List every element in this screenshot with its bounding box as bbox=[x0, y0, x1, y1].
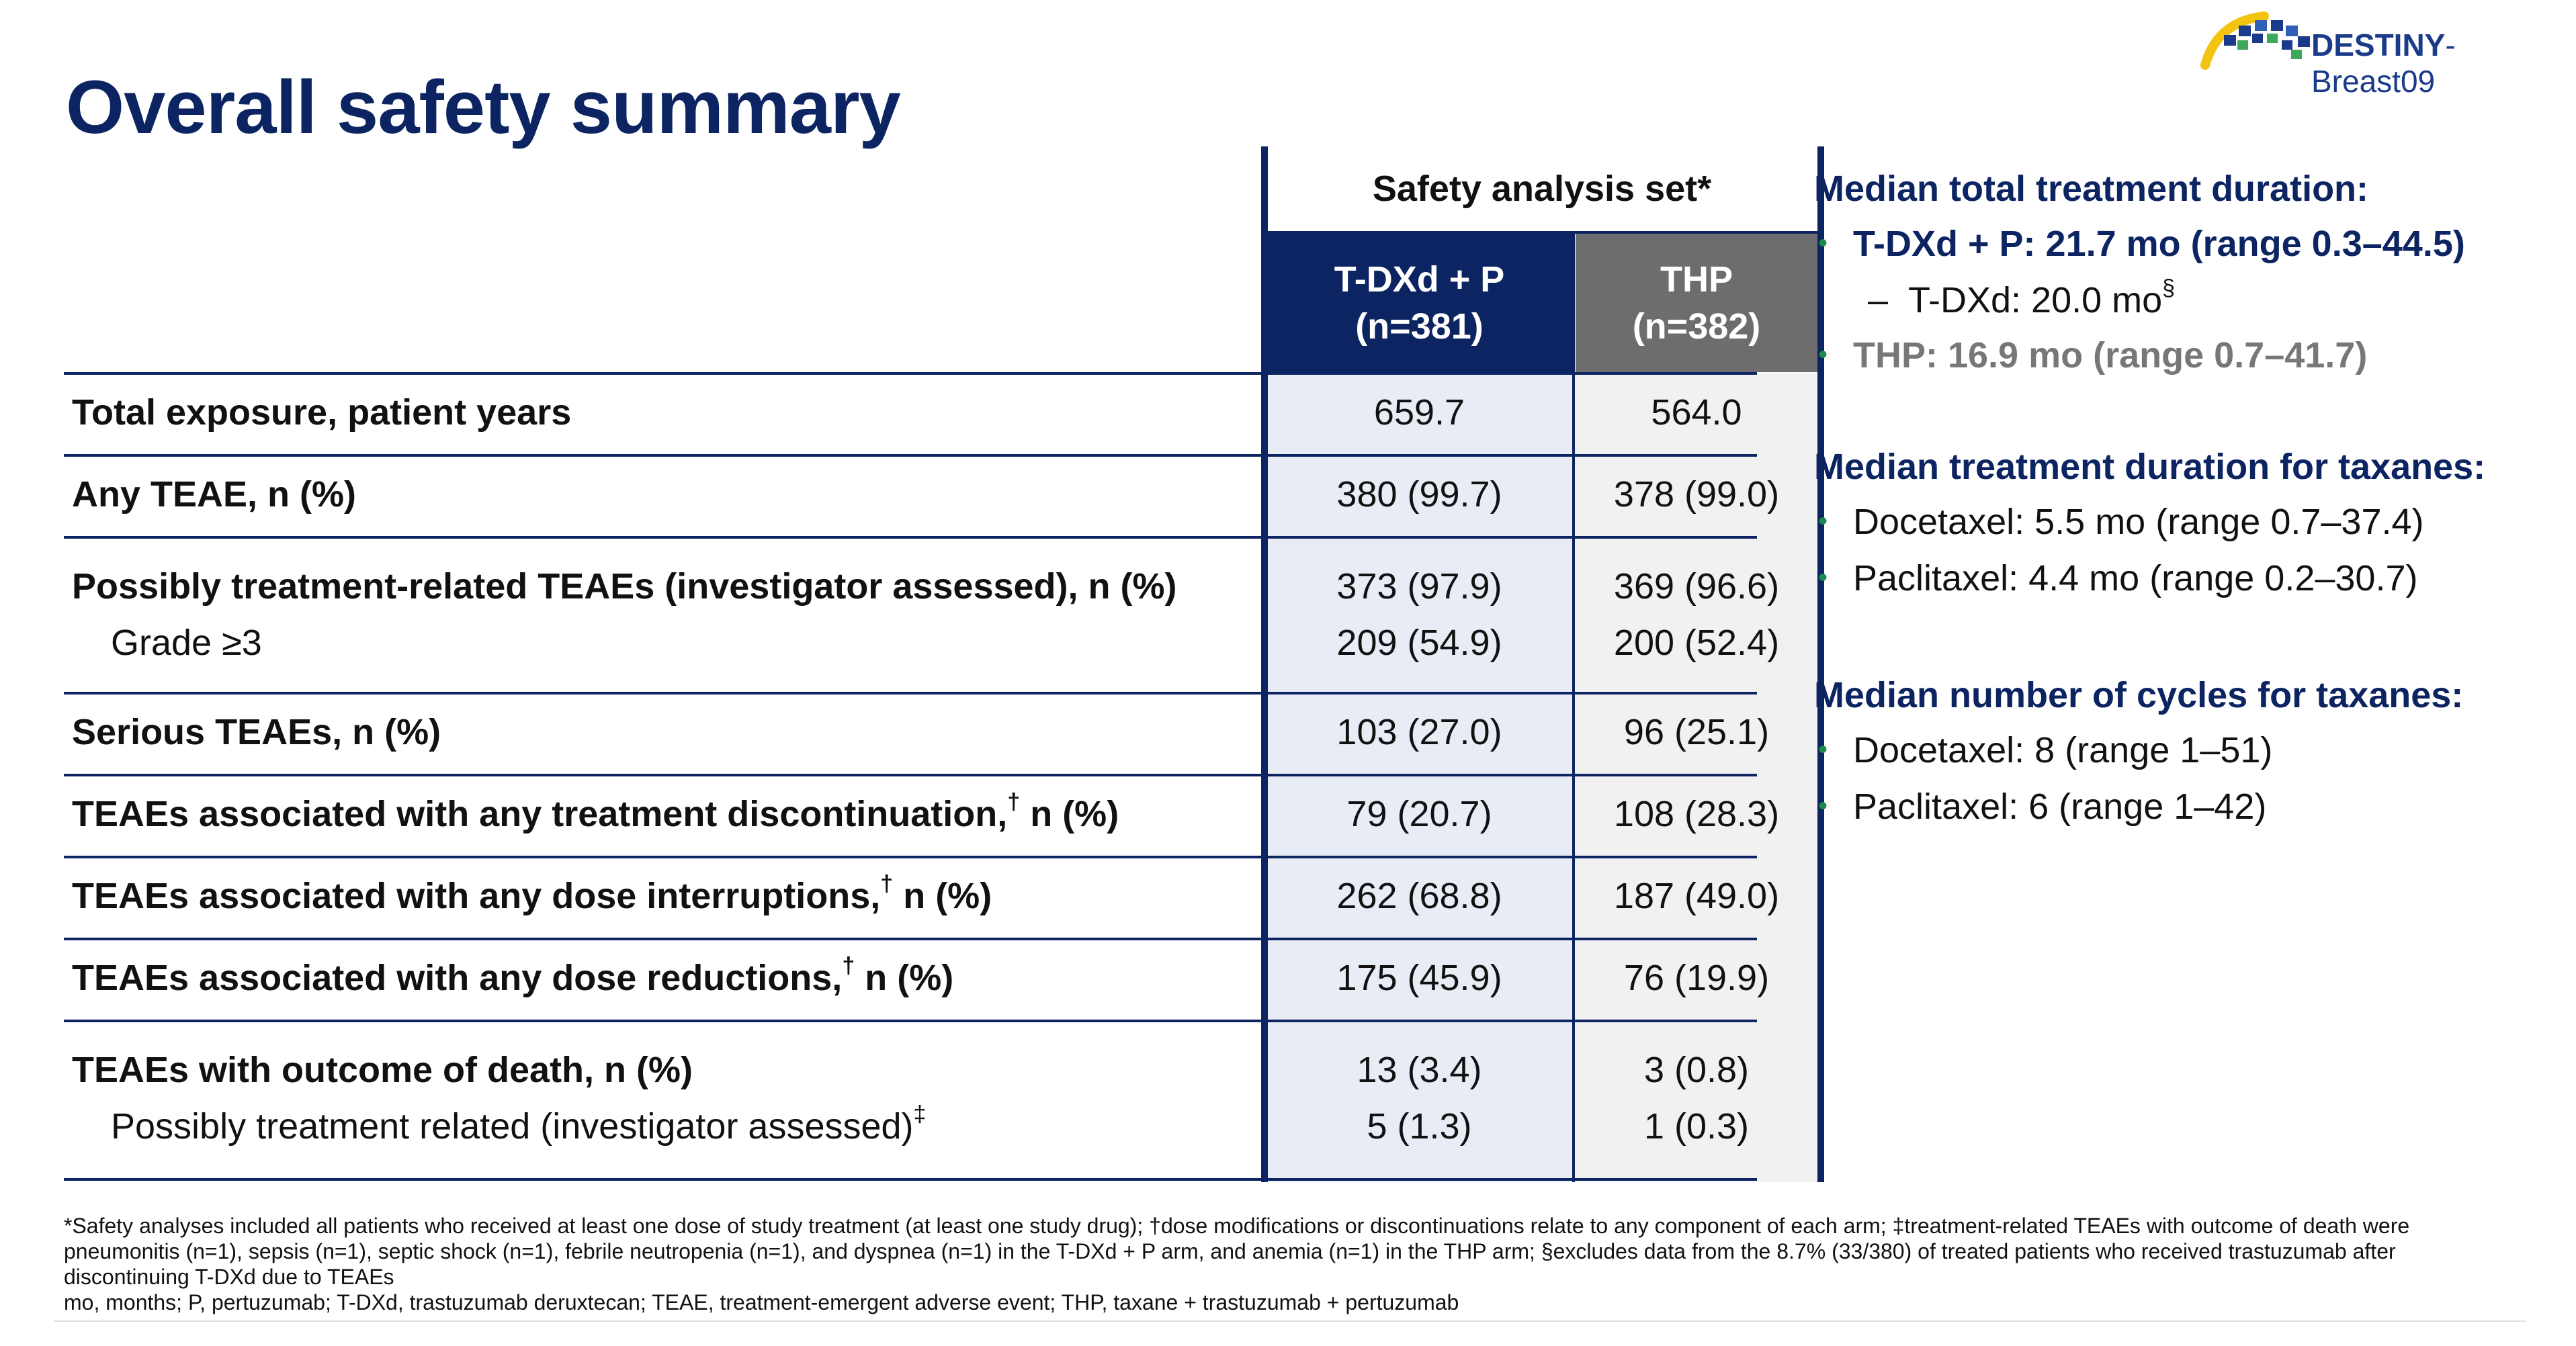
cell-arm1: 209 (54.9) bbox=[1336, 623, 1502, 663]
cell-arm1: 380 (99.7) bbox=[1336, 474, 1502, 514]
row-label: TEAEs associated with any treatment disc… bbox=[72, 789, 1119, 834]
footnote-abbreviations: mo, months; P, pertuzumab; T-DXd, trastu… bbox=[64, 1290, 1459, 1314]
panel-bullet: Docetaxel: 5.5 mo (range 0.7–37.4) bbox=[1853, 502, 2424, 542]
cell-arm1: 175 (45.9) bbox=[1336, 958, 1502, 998]
cell-arm2: 108 (28.3) bbox=[1613, 794, 1780, 834]
cell-arm1: 5 (1.3) bbox=[1367, 1106, 1472, 1147]
logo-wordmark: DESTINY-Breast09 bbox=[2311, 28, 2456, 99]
cell-arm1: 373 (97.9) bbox=[1336, 566, 1502, 607]
row-rule bbox=[64, 856, 1757, 858]
row-label: Serious TEAEs, n (%) bbox=[72, 712, 441, 752]
row-rule bbox=[64, 692, 1757, 694]
cell-arm1: 79 (20.7) bbox=[1346, 794, 1492, 834]
bullet-icon: • bbox=[1818, 563, 1828, 592]
row-label: TEAEs with outcome of death, n (%) bbox=[72, 1050, 693, 1090]
row-label: Total exposure, patient years bbox=[72, 392, 572, 433]
row-label: TEAEs associated with any dose reduction… bbox=[72, 953, 954, 998]
panel-bullet: THP: 16.9 mo (range 0.7–41.7) bbox=[1853, 335, 2368, 375]
table-divider-mid bbox=[1572, 234, 1575, 1182]
arm2-column-bg bbox=[1574, 373, 1819, 1182]
cell-arm2: 200 (52.4) bbox=[1613, 623, 1780, 663]
table-divider-left bbox=[1261, 146, 1268, 1182]
row-rule bbox=[64, 454, 1757, 457]
bullet-icon: • bbox=[1818, 506, 1828, 536]
row-rule bbox=[64, 938, 1757, 940]
footnote-text: *Safety analyses included all patients w… bbox=[64, 1214, 2410, 1289]
row-label: TEAEs associated with any dose interrupt… bbox=[72, 871, 992, 916]
cell-arm2: 378 (99.0) bbox=[1613, 474, 1780, 514]
cell-arm2: 96 (25.1) bbox=[1623, 712, 1770, 752]
cell-arm1: 262 (68.8) bbox=[1336, 876, 1502, 916]
row-label: Any TEAE, n (%) bbox=[72, 474, 357, 514]
panel-bullet: Paclitaxel: 6 (range 1–42) bbox=[1853, 787, 2267, 827]
arm2-header: THP (n=382) bbox=[1576, 234, 1817, 372]
cell-arm2: 564.0 bbox=[1651, 392, 1742, 433]
panel-heading: Median number of cycles for taxanes: bbox=[1814, 675, 2464, 715]
header-rule bbox=[1266, 231, 1817, 234]
cell-arm1: 13 (3.4) bbox=[1357, 1050, 1482, 1090]
panel-bullet: Paclitaxel: 4.4 mo (range 0.2–30.7) bbox=[1853, 558, 2418, 598]
panel-heading: Median total treatment duration: bbox=[1814, 169, 2369, 209]
table-divider-right bbox=[1817, 146, 1824, 1182]
row-sublabel: Possibly treatment related (investigator… bbox=[111, 1102, 927, 1147]
panel-bullet: Docetaxel: 8 (range 1–51) bbox=[1853, 730, 2273, 770]
cell-arm2: 1 (0.3) bbox=[1643, 1106, 1750, 1147]
bullet-icon: • bbox=[1818, 791, 1828, 821]
panel-subbullet: T-DXd: 20.0 mo§ bbox=[1908, 275, 2176, 320]
cell-arm2: 187 (49.0) bbox=[1613, 876, 1780, 916]
footnote: *Safety analyses included all patients w… bbox=[64, 1213, 2509, 1315]
arm1-header: T-DXd + P (n=381) bbox=[1266, 234, 1572, 372]
cell-arm1: 659.7 bbox=[1373, 392, 1465, 433]
row-rule bbox=[64, 1178, 1757, 1181]
cell-arm2: 76 (19.9) bbox=[1623, 958, 1770, 998]
panel-bullet: T-DXd + P: 21.7 mo (range 0.3–44.5) bbox=[1853, 224, 2465, 264]
page-title: Overall safety summary bbox=[66, 65, 901, 149]
row-rule bbox=[64, 1020, 1757, 1022]
safety-set-label: Safety analysis set* bbox=[1372, 169, 1712, 209]
row-sublabel: Grade ≥3 bbox=[111, 623, 262, 663]
dash-icon: – bbox=[1868, 280, 1889, 320]
safety-table: Safety analysis set* T-DXd + P (n=381) TH… bbox=[64, 146, 1824, 1182]
bullet-icon: • bbox=[1818, 228, 1828, 258]
destiny-logo bbox=[2200, 11, 2310, 70]
bottom-rule bbox=[54, 1320, 2526, 1322]
row-rule bbox=[64, 536, 1757, 539]
row-rule bbox=[64, 372, 1757, 375]
arm1-column-bg bbox=[1263, 373, 1572, 1182]
row-label: Possibly treatment-related TEAEs (invest… bbox=[72, 566, 1177, 607]
bullet-icon: • bbox=[1818, 735, 1828, 764]
panel-heading: Median treatment duration for taxanes: bbox=[1814, 447, 2486, 487]
cell-arm1: 103 (27.0) bbox=[1336, 712, 1502, 752]
cell-arm2: 3 (0.8) bbox=[1643, 1050, 1750, 1090]
cell-arm2: 369 (96.6) bbox=[1613, 566, 1780, 607]
row-rule bbox=[64, 774, 1757, 776]
logo-arc-icon bbox=[2200, 11, 2310, 70]
bullet-icon: • bbox=[1818, 340, 1828, 369]
